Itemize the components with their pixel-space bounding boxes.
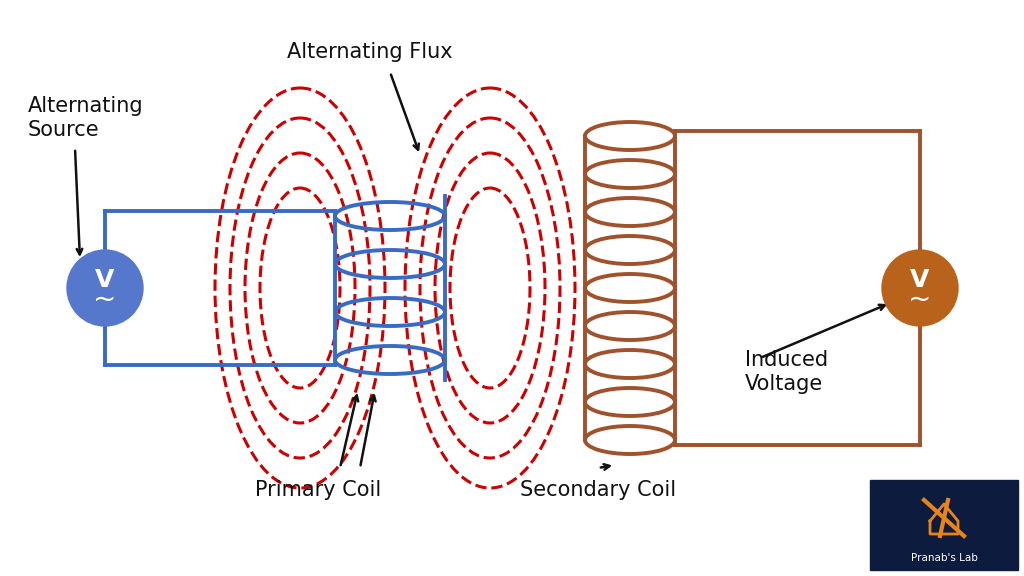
Text: Primary Coil: Primary Coil [255, 480, 381, 500]
Text: Pranab's Lab: Pranab's Lab [910, 553, 978, 563]
Text: Alternating
Source: Alternating Source [28, 96, 143, 139]
FancyBboxPatch shape [870, 480, 1018, 570]
Text: ~: ~ [908, 286, 932, 314]
Text: Secondary Coil: Secondary Coil [520, 480, 676, 500]
Text: Induced
Voltage: Induced Voltage [745, 350, 828, 393]
Circle shape [67, 250, 143, 326]
Text: V: V [95, 268, 115, 292]
Text: Alternating Flux: Alternating Flux [287, 42, 453, 62]
Text: V: V [910, 268, 930, 292]
Text: ~: ~ [93, 286, 117, 314]
Circle shape [882, 250, 958, 326]
